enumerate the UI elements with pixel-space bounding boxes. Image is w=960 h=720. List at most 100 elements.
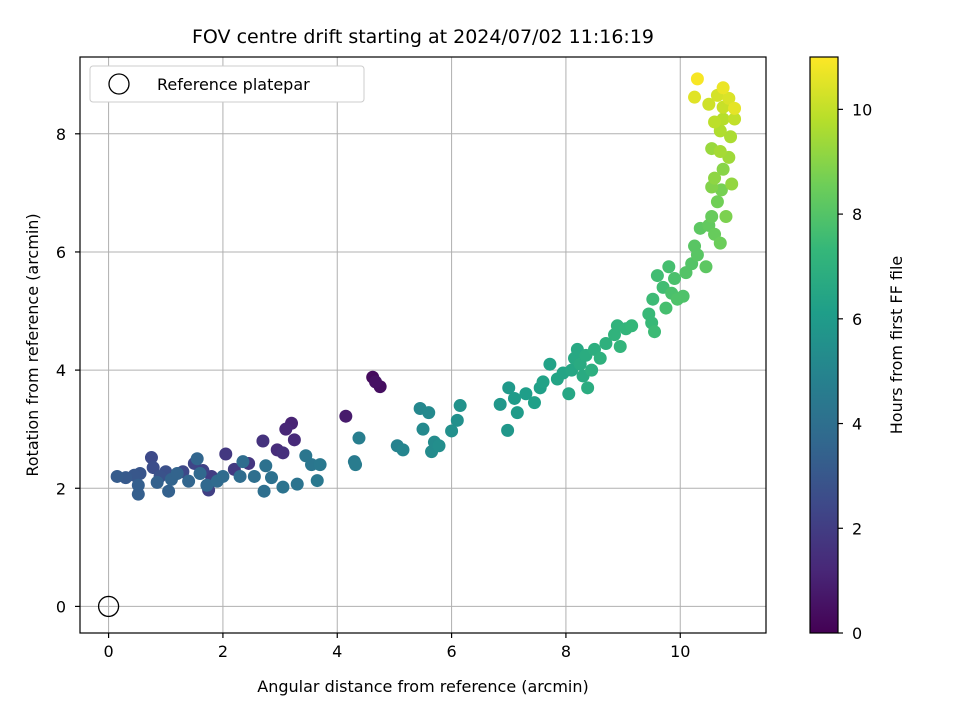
data-point [676,289,690,303]
colorbar-tick-label: 8 [852,205,862,224]
data-point [713,236,727,250]
data-point [593,351,607,365]
data-point [690,72,704,86]
colorbar-tick-label: 0 [852,624,862,643]
data-point [247,469,261,483]
data-point [662,260,676,274]
data-point [708,115,722,129]
data-point [493,397,507,411]
data-point [519,387,533,401]
colorbar-tick-label: 6 [852,310,862,329]
data-point [339,409,353,423]
data-point [170,466,184,480]
data-point [650,269,664,283]
data-point [432,439,446,453]
data-point [279,422,293,436]
data-point [507,391,521,405]
data-point [150,475,164,489]
data-point [502,381,516,395]
data-point [708,171,722,185]
data-point [536,375,550,389]
y-tick-label: 6 [56,243,66,262]
data-point [501,423,515,437]
colorbar: 0 2 4 6 8 10 Hours from first FF file [809,56,906,643]
data-point [110,469,124,483]
chart-title: FOV centre drift starting at 2024/07/02 … [192,26,654,48]
data-point [728,112,742,126]
data-point [453,399,467,413]
data-point [713,145,727,159]
data-point [352,431,366,445]
data-point [193,466,207,480]
data-point [236,455,250,469]
grid-lines [80,57,766,633]
x-axis-label: Angular distance from reference (arcmin) [257,677,588,696]
data-point [146,461,160,475]
data-point [581,381,595,395]
data-point [162,484,176,498]
data-point [648,325,662,339]
data-point [233,469,247,483]
y-axis-label: Rotation from reference (arcmin) [23,213,42,476]
x-tick-label: 4 [332,642,342,661]
colorbar-ticks: 0 2 4 6 8 10 [838,100,872,643]
data-point [310,474,324,488]
data-point [725,177,739,191]
data-point [599,337,613,351]
data-point [728,101,742,115]
data-point [562,387,576,401]
data-point [724,130,738,144]
legend: Reference platepar [89,65,365,103]
data-point [613,339,627,353]
data-point [276,480,290,494]
data-point [200,478,214,492]
scatter-points [110,72,742,501]
colorbar-gradient [809,56,839,634]
data-point [276,446,290,460]
data-point [131,478,145,492]
data-point [287,433,301,447]
data-point [510,406,524,420]
data-point [699,260,713,274]
x-tick-label: 8 [561,642,571,661]
data-point [219,447,233,461]
data-point [445,424,459,438]
data-point [257,484,271,498]
x-tick-label: 0 [103,642,113,661]
colorbar-tick-label: 2 [852,519,862,538]
colorbar-label: Hours from first FF file [887,256,906,435]
y-tick-label: 8 [56,125,66,144]
data-point [625,319,639,333]
legend-marker-icon [108,73,130,95]
data-point [450,413,464,427]
colorbar-tick-label: 4 [852,415,862,434]
data-point [716,162,730,176]
x-axis-ticks: 0 2 4 6 8 10 [103,633,690,661]
data-point [190,452,204,466]
data-point [702,97,716,111]
data-point [256,434,270,448]
data-point [369,375,383,389]
data-point [705,210,719,224]
y-tick-label: 0 [56,597,66,616]
data-point [396,443,410,457]
y-axis-ticks: 0 2 4 6 8 [56,125,80,616]
data-point [290,477,304,491]
data-point [527,396,541,410]
data-point [265,471,279,485]
data-point [646,292,660,306]
data-point [688,90,702,104]
data-point [216,469,230,483]
x-tick-label: 6 [446,642,456,661]
data-point [668,272,682,286]
reference-marker [97,595,120,618]
data-point [722,91,736,105]
y-tick-label: 2 [56,479,66,498]
legend-box [89,65,365,103]
y-tick-label: 4 [56,361,66,380]
data-point [543,357,557,371]
x-tick-label: 10 [670,642,690,661]
data-point [259,459,273,473]
data-point [144,451,158,465]
